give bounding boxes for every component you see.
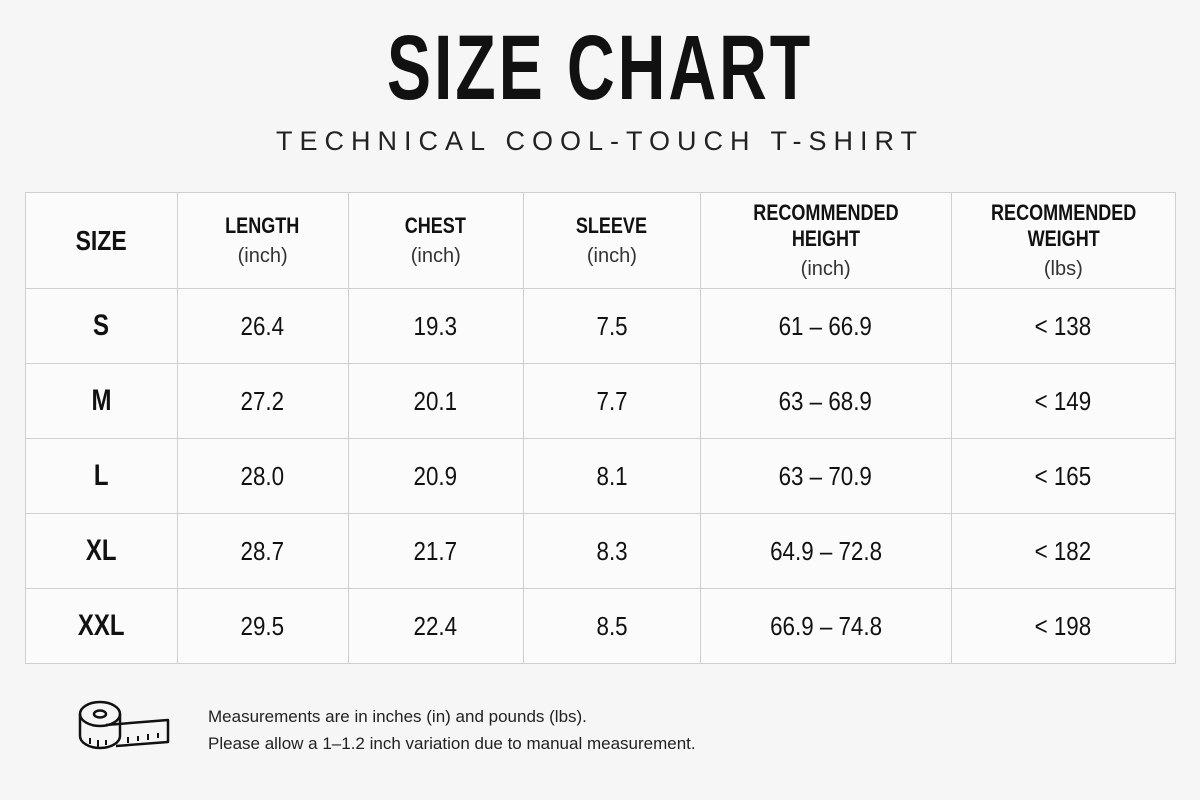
cell-value: 26.4 <box>240 310 285 341</box>
cell-value: 20.9 <box>414 460 458 491</box>
header-unit: (inch) <box>800 258 851 280</box>
header-row: SIZE LENGTH (inch) CHEST (inch) SLEEVE (inch) R… <box>25 192 1177 289</box>
header-cell: CHEST (inch) <box>347 192 525 289</box>
cell-value: 66.9 – 74.8 <box>769 610 882 641</box>
cell-value: < 138 <box>1035 310 1092 341</box>
cell-value: < 198 <box>1035 610 1092 641</box>
size-label: S <box>93 309 110 342</box>
table-cell: 29.5 <box>176 588 349 664</box>
cell-value: < 149 <box>1035 385 1092 416</box>
tape-measure-icon <box>78 700 170 750</box>
header-unit: (inch) <box>410 245 461 267</box>
table-cell: 7.7 <box>523 363 701 439</box>
table-row: XL 28.7 21.7 8.3 64.9 – 72.8 < 182 <box>25 513 1177 589</box>
title-wrap: SIZE CHART <box>0 18 1200 118</box>
cell-value: 63 – 70.9 <box>779 460 873 491</box>
cell-value: 7.5 <box>596 310 628 341</box>
table-cell: XL <box>25 513 178 589</box>
table-cell: < 138 <box>950 288 1177 364</box>
table-cell: XXL <box>25 588 178 664</box>
table-cell: 8.5 <box>523 588 701 664</box>
cell-value: 63 – 68.9 <box>779 385 873 416</box>
cell-value: 28.7 <box>240 535 285 566</box>
table-cell: 20.1 <box>347 363 525 439</box>
cell-value: 22.4 <box>414 610 458 641</box>
table-cell: S <box>25 288 178 364</box>
cell-value: 7.7 <box>596 385 628 416</box>
table-cell: 7.5 <box>523 288 701 364</box>
cell-value: < 165 <box>1035 460 1092 491</box>
table-cell: 8.3 <box>523 513 701 589</box>
cell-value: 8.3 <box>596 535 628 566</box>
cell-value: 21.7 <box>414 535 458 566</box>
header-unit: (lbs) <box>1043 258 1083 280</box>
footer-line: Please allow a 1–1.2 inch variation due … <box>208 734 696 753</box>
size-label: XXL <box>77 609 125 642</box>
cell-value: 8.1 <box>596 460 628 491</box>
cell-value: 27.2 <box>240 385 285 416</box>
cell-value: 8.5 <box>596 610 628 641</box>
header-label: LENGTH <box>225 213 300 238</box>
table-cell: < 182 <box>950 513 1177 589</box>
table-cell: 63 – 70.9 <box>699 438 952 514</box>
header-cell: RECOMMENDED HEIGHT (inch) <box>699 192 952 289</box>
header-label: CHEST <box>405 213 467 238</box>
header-unit: (inch) <box>237 245 288 267</box>
cell-value: 29.5 <box>240 610 285 641</box>
header-unit: (inch) <box>586 245 637 267</box>
cell-value: 61 – 66.9 <box>779 310 873 341</box>
footer-line: Measurements are in inches (in) and poun… <box>208 707 587 726</box>
table-cell: L <box>25 438 178 514</box>
header-label: RECOMMENDED HEIGHT <box>753 200 899 251</box>
header-cell: SIZE <box>25 192 178 289</box>
table-cell: 19.3 <box>347 288 525 364</box>
cell-value: 19.3 <box>414 310 458 341</box>
table-cell: 27.2 <box>176 363 349 439</box>
header-cell: SLEEVE (inch) <box>523 192 701 289</box>
table-cell: < 149 <box>950 363 1177 439</box>
subtitle: TECHNICAL COOL-TOUCH T-SHIRT <box>275 126 925 156</box>
table-row: S 26.4 19.3 7.5 61 – 66.9 < 138 <box>25 288 1177 364</box>
table-cell: M <box>25 363 178 439</box>
cell-value: 64.9 – 72.8 <box>769 535 882 566</box>
cell-value: < 182 <box>1035 535 1092 566</box>
table-cell: 66.9 – 74.8 <box>699 588 952 664</box>
table-row: L 28.0 20.9 8.1 63 – 70.9 < 165 <box>25 438 1177 514</box>
cell-value: 20.1 <box>414 385 458 416</box>
table-cell: 21.7 <box>347 513 525 589</box>
size-label: M <box>91 384 112 417</box>
cell-value: 28.0 <box>240 460 285 491</box>
table-cell: 63 – 68.9 <box>699 363 952 439</box>
size-label: L <box>94 459 109 492</box>
header-label: SIZE <box>75 224 127 256</box>
header-label: RECOMMENDED WEIGHT <box>990 200 1136 251</box>
table-cell: < 198 <box>950 588 1177 664</box>
table-cell: 20.9 <box>347 438 525 514</box>
table-row: M 27.2 20.1 7.7 63 – 68.9 < 149 <box>25 363 1177 439</box>
table-cell: 8.1 <box>523 438 701 514</box>
header-cell: RECOMMENDED WEIGHT (lbs) <box>950 192 1177 289</box>
table-cell: 22.4 <box>347 588 525 664</box>
size-table: SIZE LENGTH (inch) CHEST (inch) SLEEVE (inch) R… <box>25 192 1177 664</box>
table-cell: 28.7 <box>176 513 349 589</box>
table-cell: 26.4 <box>176 288 349 364</box>
table-cell: < 165 <box>950 438 1177 514</box>
title: SIZE CHART <box>386 17 814 119</box>
table-body: S 26.4 19.3 7.5 61 – 66.9 < 138 M 27.2 20.1 7.7 63… <box>25 288 1177 664</box>
footer: Measurements are in inches (in) and poun… <box>208 703 696 757</box>
table-cell: 61 – 66.9 <box>699 288 952 364</box>
header-label: SLEEVE <box>576 213 648 238</box>
size-label: XL <box>86 534 117 567</box>
header-cell: LENGTH (inch) <box>176 192 349 289</box>
table-cell: 28.0 <box>176 438 349 514</box>
table-row: XXL 29.5 22.4 8.5 66.9 – 74.8 < 198 <box>25 588 1177 664</box>
table-cell: 64.9 – 72.8 <box>699 513 952 589</box>
